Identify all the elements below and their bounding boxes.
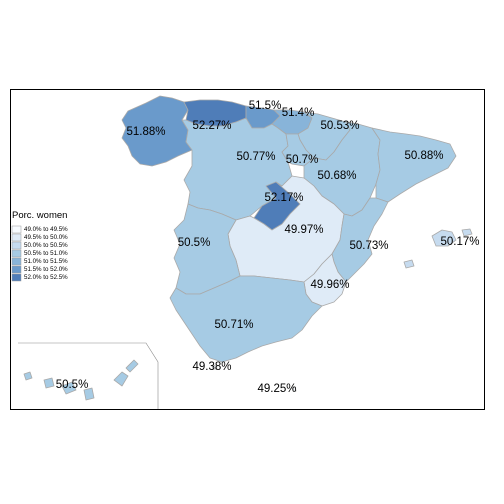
legend-label: 52.0% to 52.5% [24,274,68,281]
region-baleares-mallorca [431,229,457,247]
label-valencia: 50.73% [349,240,388,252]
label-navarra: 50.53% [320,120,359,132]
region-canarias-5 [113,371,129,387]
region-galicia [121,95,193,167]
legend-key [11,265,22,274]
legend-label: 49.0% to 49.5% [24,226,68,233]
region-baleares-menorca [461,228,473,237]
legend-label: 50.0% to 50.5% [24,242,68,249]
label-extremadura: 50.5% [178,237,211,249]
region-valencia [331,197,389,283]
region-canarias-3 [61,381,77,395]
legend-label: 51.0% to 51.5% [24,258,68,265]
label-asturias: 52.27% [192,120,231,132]
region-ceuta [211,364,218,370]
label-baleares: 50.17% [440,236,479,248]
legend-key [11,257,22,266]
label-galicia: 51.88% [126,126,165,138]
region-baleares-ibiza [403,259,415,269]
value-labels: 51.88% 52.27% 51.5% 51.4% 50.53% 50.77% … [56,100,480,395]
label-castilla-leon: 50.77% [236,151,275,163]
canarias-inset-border [18,342,159,410]
legend: Porc. women 49.0% to 49.5% 49.5% to 50.0… [11,210,68,282]
legend-key [11,249,22,258]
region-cataluna [371,127,457,203]
region-canarias-1 [23,371,33,381]
label-murcia: 49.96% [310,279,349,291]
legend-label: 49.5% to 50.0% [24,234,68,241]
region-canarias-2 [43,377,55,389]
legend-key [11,273,22,282]
label-pais-vasco: 51.4% [282,107,315,119]
label-ceuta: 49.38% [192,361,231,373]
region-canarias-4 [83,387,95,401]
label-andalucia: 50.71% [214,319,253,331]
label-madrid: 52.17% [264,192,303,204]
label-cataluna: 50.88% [404,150,443,162]
legend-label: 50.5% to 51.0% [24,250,68,257]
label-aragon: 50.68% [317,170,356,182]
region-andalucia [169,275,323,363]
label-melilla: 49.25% [257,383,296,395]
legend-key [11,241,22,250]
legend-title: Porc. women [12,210,67,221]
legend-key [11,225,22,234]
legend-key [11,233,22,242]
map-frame [10,89,485,410]
region-melilla [291,386,297,392]
label-la-rioja: 50.7% [286,154,319,166]
label-cantabria: 51.5% [249,100,282,112]
legend-label: 51.5% to 52.0% [24,266,68,273]
label-canarias: 50.5% [56,379,89,391]
region-canarias-6 [125,359,139,373]
label-castilla-la-mancha: 49.97% [284,224,323,236]
